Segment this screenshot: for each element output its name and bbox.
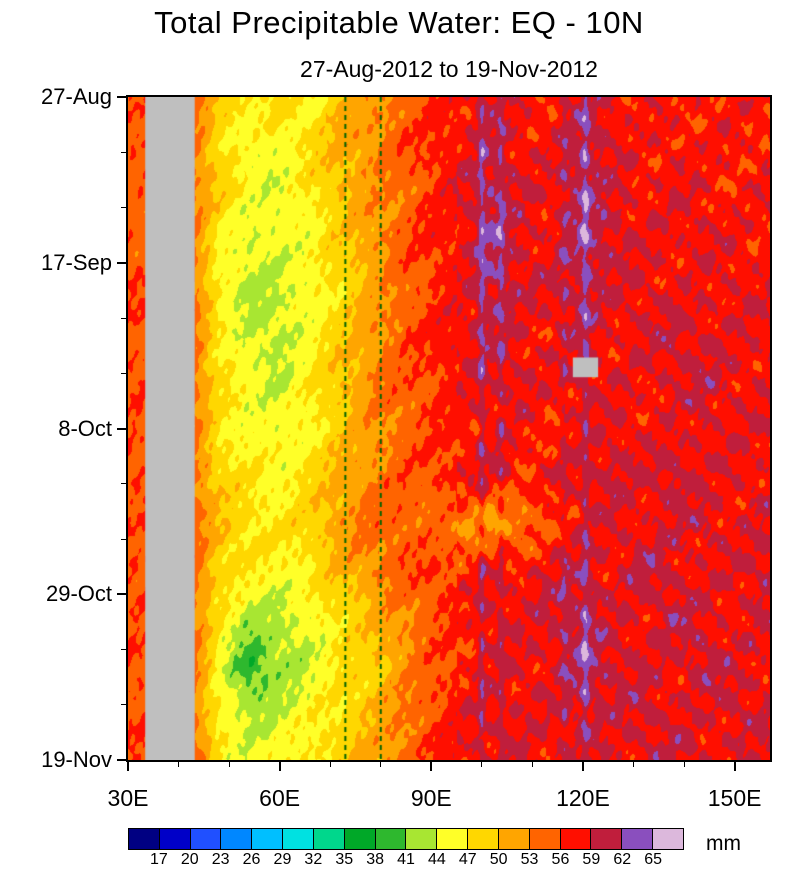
colorbar-cell [437, 829, 469, 849]
y-axis-label: 8-Oct [58, 415, 112, 441]
y-minor-tick [121, 483, 126, 485]
colorbar-tick-label: 20 [180, 851, 199, 868]
chart-title: Total Precipitable Water: EQ - 10N [154, 5, 644, 40]
colorbar-cell [560, 829, 592, 849]
colorbar-cell [159, 829, 191, 849]
x-axis-label: 90E [410, 785, 452, 811]
colorbar-cell [622, 829, 654, 849]
y-minor-tick [121, 704, 126, 706]
x-minor-tick [329, 762, 331, 767]
colorbar-tick-label: 44 [427, 851, 446, 868]
y-minor-tick [121, 151, 126, 153]
x-major-tick [127, 762, 129, 771]
colorbar-tick-label: 17 [149, 851, 168, 868]
colorbar-cell [129, 829, 160, 849]
y-axis-label: 29-Oct [45, 581, 112, 607]
colorbar-unit-label: mm [706, 832, 741, 855]
plot-area [126, 95, 772, 762]
x-axis-label: 60E [259, 785, 301, 811]
colorbar-tick-label: 53 [520, 851, 539, 868]
colorbar-cell [375, 829, 407, 849]
y-minor-tick [121, 207, 126, 208]
y-major-tick [117, 96, 126, 98]
colorbar-cell [406, 829, 438, 849]
x-axis-label: 150E [707, 785, 762, 811]
colorbar-tick-label: 65 [644, 851, 663, 868]
y-major-tick [117, 593, 126, 596]
y-minor-tick [121, 372, 126, 374]
x-minor-tick [633, 762, 634, 767]
colorbar-cell [283, 829, 314, 849]
colorbar-tick-label: 32 [304, 851, 323, 868]
colorbar-tick-label: 62 [613, 851, 632, 868]
y-minor-tick [121, 538, 126, 540]
colorbar-cell [468, 829, 499, 849]
colorbar-cell [313, 829, 345, 849]
x-minor-tick [228, 762, 230, 767]
x-minor-tick [683, 762, 685, 767]
x-minor-tick [380, 762, 382, 767]
x-minor-tick [178, 762, 180, 767]
x-major-tick [278, 762, 281, 771]
x-minor-tick [531, 762, 533, 767]
x-axis-label: 30E [107, 785, 149, 811]
colorbar-tick-label: 26 [242, 851, 261, 868]
colorbar-tick-label: 50 [489, 851, 508, 868]
x-major-tick [430, 762, 433, 771]
y-axis-label: 17-Sep [41, 249, 112, 275]
heatmap-canvas [128, 97, 770, 760]
y-major-tick [117, 261, 126, 264]
colorbar-cell [529, 829, 561, 849]
colorbar-tick-label: 35 [335, 851, 354, 868]
colorbar-tick-label: 47 [458, 851, 477, 868]
y-axis-label: 19-Nov [41, 747, 112, 772]
colorbar-cell [221, 829, 253, 849]
y-major-tick [117, 427, 126, 430]
y-minor-tick [121, 317, 126, 319]
colorbar-tick-label: 29 [273, 851, 292, 868]
colorbar-cell [591, 829, 623, 849]
x-minor-tick [481, 762, 483, 767]
y-major-tick [117, 759, 126, 761]
colorbar-cell [344, 829, 376, 849]
chart-subtitle: 27-Aug-2012 to 19-Nov-2012 [300, 56, 598, 82]
colorbar-cell [190, 829, 222, 849]
colorbar-tick-label: 38 [366, 851, 385, 868]
colorbar-tick-label: 59 [582, 851, 601, 868]
x-major-tick [581, 762, 584, 771]
y-minor-tick [121, 649, 126, 650]
colorbar-tick-label: 56 [551, 851, 570, 868]
colorbar-tick-label: 41 [397, 851, 415, 868]
colorbar-cell [252, 829, 284, 849]
x-axis-label: 120E [556, 785, 610, 811]
colorbar-cell [653, 829, 683, 849]
y-axis-label: 27-Aug [41, 84, 112, 109]
colorbar-cell [498, 829, 530, 849]
colorbar-tick-label: 23 [211, 851, 230, 868]
x-major-tick [733, 762, 736, 771]
colorbar [128, 828, 684, 850]
